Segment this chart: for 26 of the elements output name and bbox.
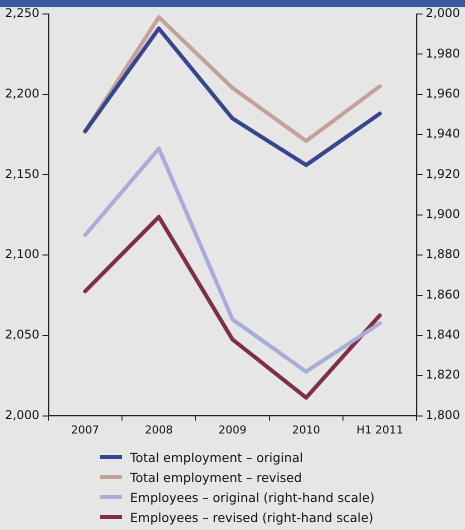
y2-tick-label: 1,840 (426, 328, 460, 342)
y2-tick-label: 1,900 (426, 207, 460, 222)
y-tick-label: 2,050 (4, 328, 40, 342)
legend-label: Employees – original (right-hand scale) (130, 490, 375, 504)
legend-label: Total employment – original (130, 450, 304, 464)
x-tick-label: 2007 (71, 423, 100, 436)
y2-tick-label: 1,800 (426, 408, 460, 422)
y-tick-label: 2,000 (4, 408, 40, 422)
y2-tick-label: 1,980 (426, 46, 460, 60)
y2-tick-label: 1,960 (426, 86, 460, 100)
x-tick-label: 2009 (218, 423, 246, 436)
y2-tick-label: 1,920 (426, 166, 460, 181)
legend-label: Total employment – revised (130, 470, 302, 484)
x-tick-label: 2010 (292, 423, 320, 436)
y2-tick-label: 1,940 (426, 126, 460, 141)
y2-tick-label: 1,880 (426, 247, 460, 262)
y-tick-label: 2,150 (4, 166, 40, 181)
y-tick-label: 2,250 (4, 6, 40, 20)
x-tick-label: H1 2011 (356, 423, 404, 436)
y-tick-label: 2,200 (4, 86, 40, 100)
y2-tick-label: 1,860 (426, 287, 460, 302)
legend-label: Employees – revised (right-hand scale) (130, 510, 374, 524)
y2-tick-label: 2,000 (426, 6, 460, 20)
y-tick-label: 2,100 (4, 247, 40, 262)
x-tick-label: 2008 (144, 423, 173, 436)
y2-tick-label: 1,820 (426, 368, 460, 382)
